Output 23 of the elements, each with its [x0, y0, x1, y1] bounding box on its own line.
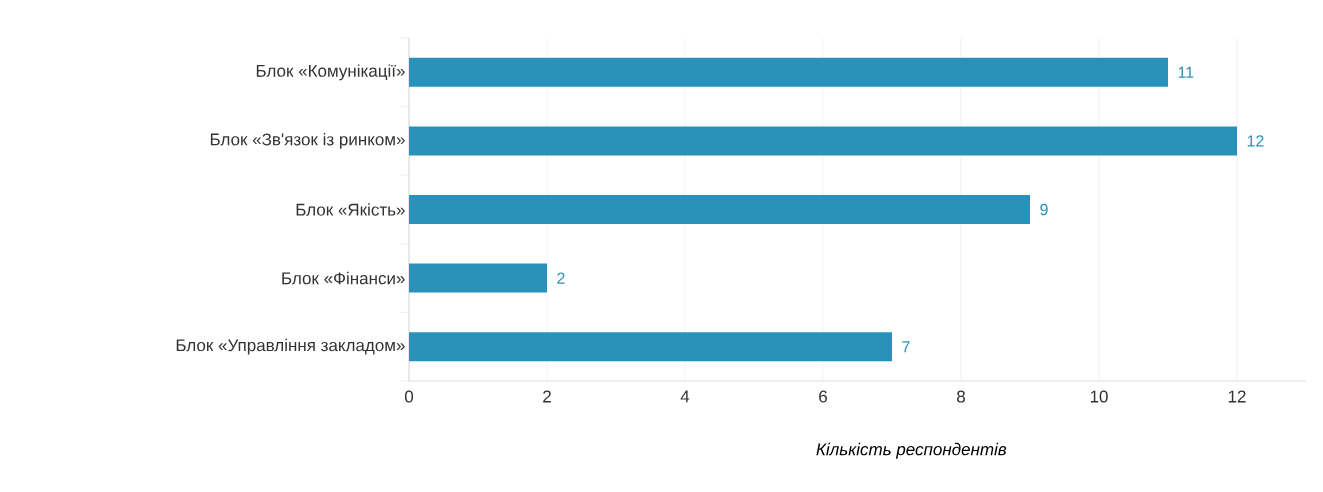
- data-label: 9: [1040, 203, 1048, 216]
- y-tick-label: Блок «Управління закладом»: [176, 338, 405, 355]
- x-axis-title: Кількість респондентів: [816, 442, 1007, 459]
- data-label: 12: [1247, 135, 1264, 147]
- bar: [409, 332, 892, 362]
- x-tick-label: 6: [819, 390, 827, 403]
- x-tick-label: 8: [957, 390, 965, 403]
- y-tick-label: Блок «Якість»: [296, 203, 405, 216]
- bar: [409, 126, 1237, 156]
- data-label: 11: [1178, 66, 1194, 78]
- x-tick-label: 0: [404, 390, 414, 403]
- x-tick-label: 12: [1228, 390, 1246, 403]
- data-label: 2: [557, 272, 565, 284]
- y-tick-label: Блок «Фінанси»: [282, 271, 405, 285]
- x-tick-label: 4: [680, 390, 690, 403]
- bar: [409, 195, 1030, 224]
- x-tick-label: 2: [543, 390, 551, 403]
- bar: [409, 263, 548, 293]
- x-tick-label: 10: [1090, 390, 1108, 403]
- y-tick-label: Блок «Зв'язок із ринком»: [210, 132, 405, 149]
- data-label: 7: [902, 341, 910, 353]
- y-tick-label: Блок «Комунікації»: [256, 64, 405, 81]
- bar: [409, 57, 1168, 87]
